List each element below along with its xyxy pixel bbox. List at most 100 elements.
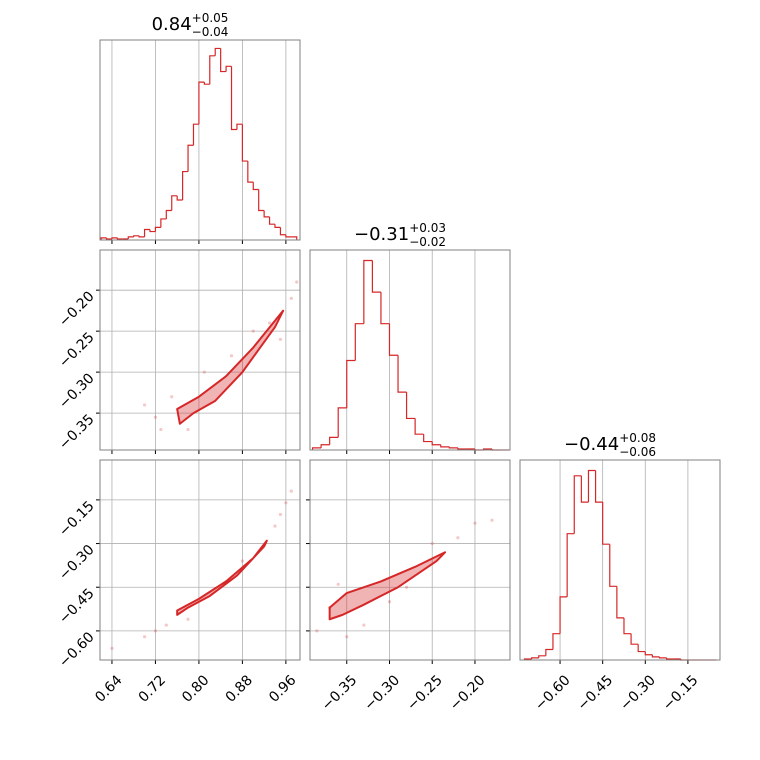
y-tick-label: −0.35 xyxy=(56,411,98,453)
histogram-bin xyxy=(594,470,603,503)
panel-title: 0.84+0.05 −0.04 xyxy=(152,11,229,39)
histogram-bin xyxy=(609,544,617,587)
x-tick-label: 0.64 xyxy=(92,672,125,705)
sample-point xyxy=(345,635,349,639)
histogram-bin xyxy=(363,259,373,324)
sample-point xyxy=(229,354,234,358)
histogram-bin xyxy=(230,66,237,131)
title-lower: −0.04 xyxy=(192,25,229,39)
histogram-bin xyxy=(531,657,539,659)
panel-frame xyxy=(99,39,301,241)
density-contour xyxy=(176,309,285,425)
panel-frame xyxy=(309,249,511,451)
histogram-bin xyxy=(457,447,467,450)
histogram-bin xyxy=(329,436,339,445)
sample-point xyxy=(186,617,190,621)
sample-point xyxy=(473,521,477,525)
histogram-bin xyxy=(127,236,134,239)
histogram-bin xyxy=(559,596,568,634)
histogram-bin xyxy=(263,210,270,218)
histogram-bin xyxy=(241,124,248,162)
panel-title: −0.44+0.08 −0.06 xyxy=(564,431,656,459)
histogram-bin xyxy=(187,144,194,172)
sample-point xyxy=(170,395,174,399)
panel-frame xyxy=(99,459,301,661)
histogram-bin xyxy=(658,656,667,659)
histogram-bin xyxy=(116,237,123,240)
sample-point xyxy=(336,582,340,586)
histogram-bin xyxy=(573,475,582,534)
histogram-bin xyxy=(644,651,653,656)
histogram-bin xyxy=(258,189,265,212)
histogram-bin xyxy=(209,55,216,85)
title-upper: +0.08 xyxy=(619,431,656,445)
sample-point xyxy=(110,646,114,650)
x-tick-label: −0.20 xyxy=(447,672,489,714)
panel-frame xyxy=(99,249,301,451)
x-tick-label: 0.96 xyxy=(266,672,299,705)
histogram-bin xyxy=(354,323,364,361)
x-tick-label: −0.25 xyxy=(404,672,446,714)
sample-point xyxy=(202,370,206,374)
title-lower: −0.06 xyxy=(619,445,656,459)
title-value: −0.31 xyxy=(354,224,409,245)
histogram-bin xyxy=(414,418,424,435)
histogram-bin xyxy=(198,81,205,125)
sample-point xyxy=(186,427,190,432)
histogram-bin xyxy=(623,617,632,635)
histogram-bin xyxy=(252,182,259,191)
title-upper: +0.03 xyxy=(409,221,446,235)
sample-point xyxy=(273,524,277,528)
x-tick-label: 0.72 xyxy=(136,672,169,705)
histogram-bin xyxy=(214,47,221,56)
histogram-bin xyxy=(285,234,292,238)
density-contour xyxy=(176,539,268,616)
y-tick-label: −0.30 xyxy=(56,542,98,584)
x-tick-label: 0.80 xyxy=(179,672,212,705)
histogram-bin xyxy=(279,227,286,236)
x-tick-label: −0.35 xyxy=(319,672,361,714)
histogram-bin xyxy=(440,444,450,448)
histogram-bin xyxy=(337,407,347,438)
histogram-bin xyxy=(371,260,381,293)
sample-point xyxy=(240,559,244,563)
y-tick-label: −0.20 xyxy=(56,289,98,331)
histogram-bin xyxy=(580,475,589,503)
density-contour xyxy=(328,551,447,621)
histogram-bin xyxy=(268,216,275,225)
title-value: −0.44 xyxy=(564,434,619,455)
histogram-bin xyxy=(171,195,178,211)
histogram-bin xyxy=(448,446,458,449)
sample-point xyxy=(456,536,460,540)
histogram-bin xyxy=(100,237,107,240)
x-tick-label: −0.30 xyxy=(361,672,403,714)
histogram-bin xyxy=(665,657,674,660)
y-tick-label: −0.60 xyxy=(56,629,98,671)
histogram-bin xyxy=(616,586,624,619)
panel-frame xyxy=(519,459,721,661)
histogram-bin xyxy=(160,218,167,228)
histogram-bin xyxy=(203,82,210,85)
histogram-bin xyxy=(111,237,118,239)
histogram-bin xyxy=(291,236,298,240)
sample-point xyxy=(153,629,158,633)
histogram-bin xyxy=(192,123,199,146)
sample-point xyxy=(142,403,147,407)
histogram-bin xyxy=(154,226,161,232)
sample-point xyxy=(289,296,293,300)
title-value: 0.84 xyxy=(152,14,192,35)
sample-point xyxy=(153,415,158,419)
sample-point xyxy=(404,585,409,589)
histogram-bin xyxy=(566,533,575,597)
panel-frame xyxy=(309,459,511,661)
x-tick-label: −0.60 xyxy=(532,672,574,714)
histogram-bin xyxy=(552,633,561,650)
histogram-bin xyxy=(311,447,322,450)
title-lower: −0.02 xyxy=(409,235,446,249)
sample-point xyxy=(278,512,283,517)
sample-point xyxy=(267,321,272,325)
x-tick-label: −0.15 xyxy=(660,672,702,714)
sample-point xyxy=(251,329,255,333)
sample-point xyxy=(315,629,319,633)
